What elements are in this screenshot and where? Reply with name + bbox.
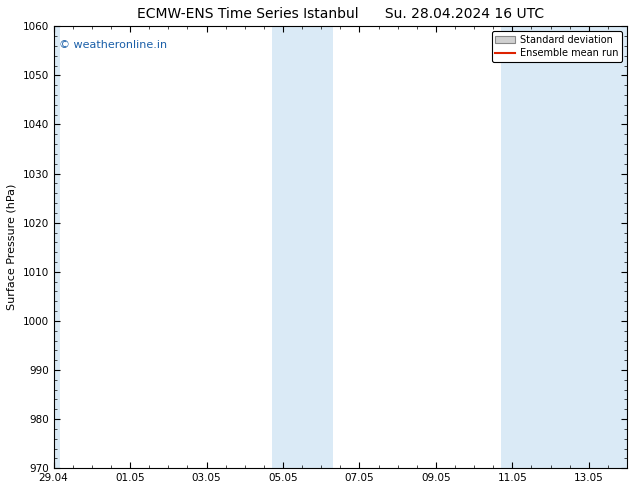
Title: ECMW-ENS Time Series Istanbul      Su. 28.04.2024 16 UTC: ECMW-ENS Time Series Istanbul Su. 28.04.…	[137, 7, 544, 21]
Text: © weatheronline.in: © weatheronline.in	[60, 40, 167, 49]
Y-axis label: Surface Pressure (hPa): Surface Pressure (hPa)	[7, 184, 17, 311]
Bar	[271, 26, 333, 468]
Legend: Standard deviation, Ensemble mean run: Standard deviation, Ensemble mean run	[491, 31, 622, 62]
Bar	[501, 26, 629, 468]
Bar	[52, 26, 60, 468]
